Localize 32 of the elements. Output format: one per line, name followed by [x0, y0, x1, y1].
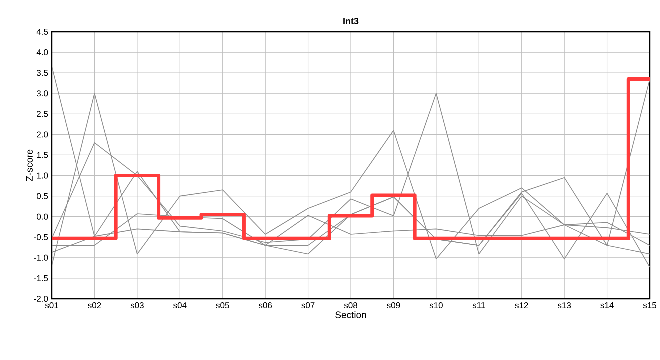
x-tick-label: s05	[216, 302, 230, 309]
y-tick-label: 0.0	[36, 214, 48, 220]
x-tick-label: s06	[258, 302, 272, 309]
y-axis-title: Z-score	[26, 150, 33, 182]
x-axis-title: Section	[336, 311, 366, 318]
x-tick-label: s01	[45, 302, 58, 309]
x-tick-label: s12	[515, 302, 528, 309]
y-tick-label: -1.5	[34, 275, 48, 282]
y-tick-label: 2.0	[37, 132, 48, 138]
y-tick-label: -0.5	[34, 234, 48, 240]
y-tick-label: -2.0	[34, 296, 48, 302]
y-tick-label: 4.0	[36, 50, 48, 56]
y-tick-label: 3.0	[36, 90, 48, 97]
x-tick-label: s04	[174, 302, 187, 309]
y-tick-label: 3.5	[36, 70, 48, 76]
x-tick-label: s07	[302, 302, 315, 309]
y-tick-label: 1.0	[37, 172, 48, 179]
x-tick-label: s08	[344, 302, 358, 309]
x-tick-label: s03	[130, 302, 144, 309]
x-tick-label: s11	[472, 302, 486, 308]
x-tick-label: s10	[430, 302, 443, 309]
y-tick-label: 2.5	[37, 111, 48, 118]
x-tick-label: s09	[387, 302, 400, 309]
x-tick-label: s02	[88, 302, 102, 309]
x-tick-label: s14	[600, 302, 614, 308]
chart-title: Int3	[344, 18, 359, 24]
y-tick-label: 4.5	[36, 29, 48, 35]
x-tick-label: s13	[558, 302, 572, 309]
y-tick-label: 0.5	[36, 193, 48, 200]
y-tick-label: -1.0	[34, 254, 48, 261]
x-tick-label: s15	[643, 302, 657, 308]
y-tick-label: 1.5	[37, 152, 48, 158]
